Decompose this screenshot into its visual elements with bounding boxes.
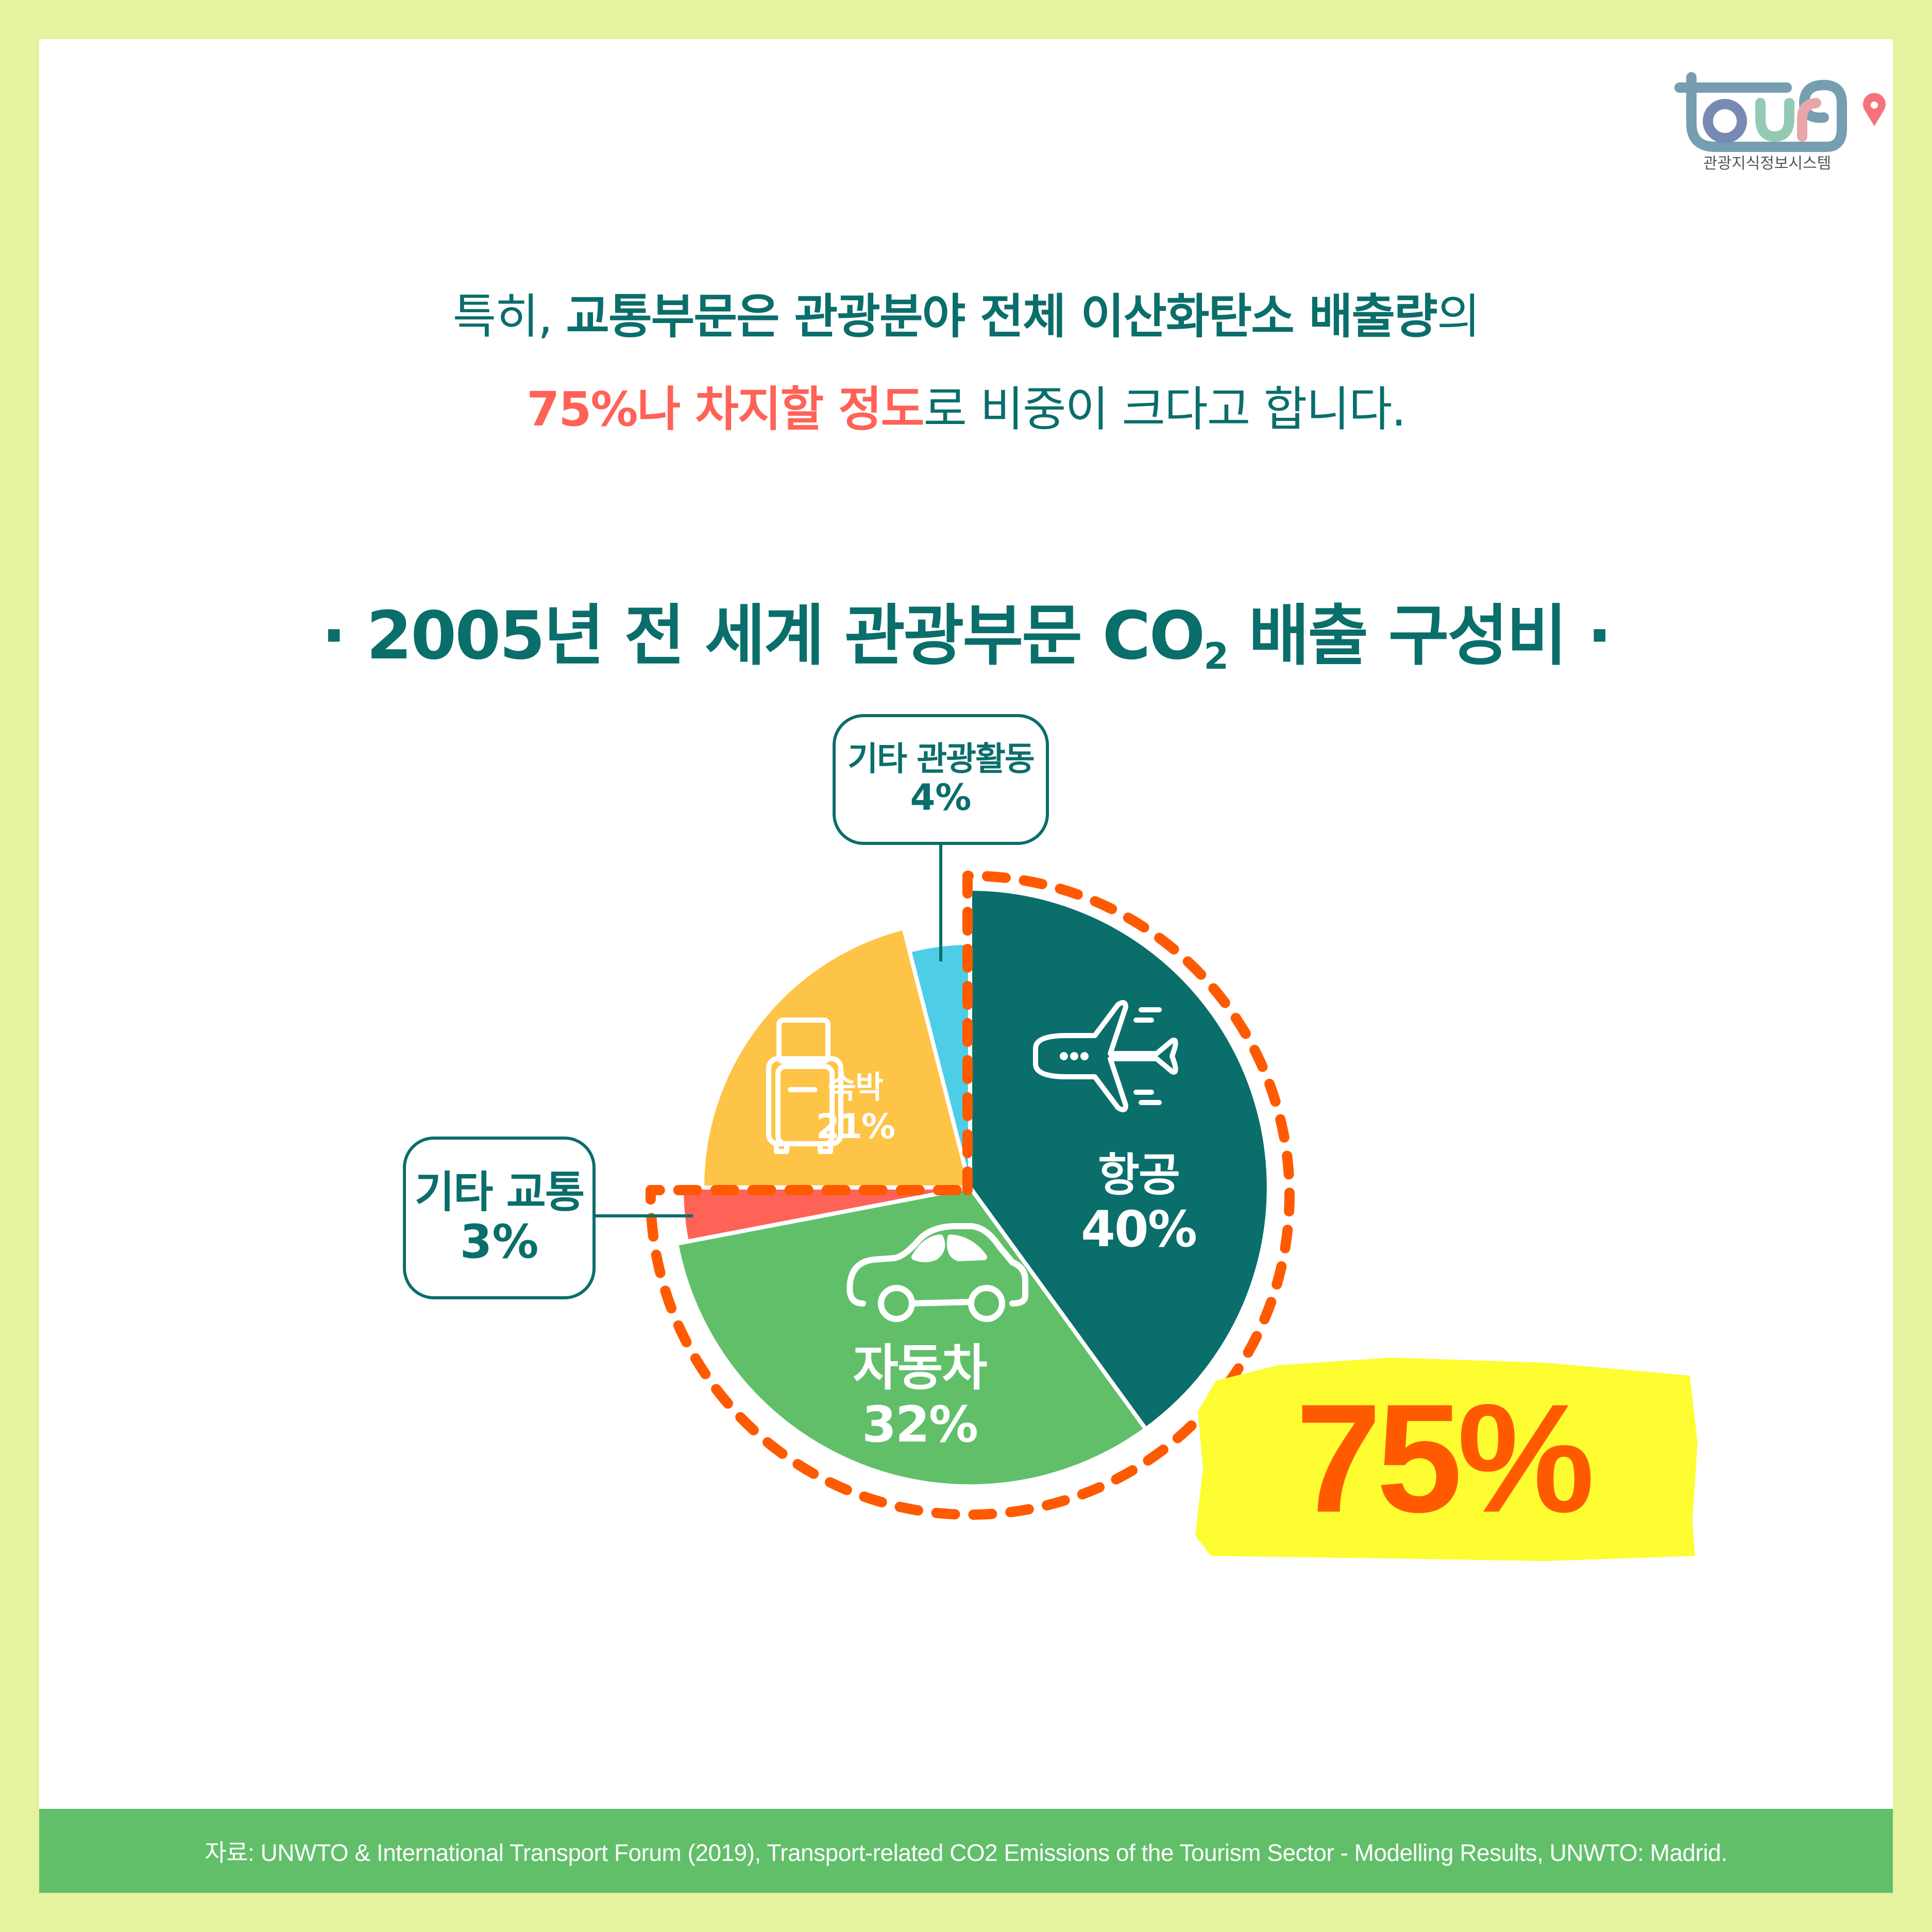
- intro-line-1: 특히, 교통부문은 관광분야 전체 이산화탄소 배출량의: [0, 278, 1932, 347]
- slice-label-lodging-value: 21%: [816, 1107, 895, 1146]
- callout-other-activity-value: 4%: [910, 776, 972, 819]
- intro-highlight-red: 75%나 차지할 정도: [527, 382, 924, 437]
- intro-text-bold: 교통부문은 관광분야 전체 이산화탄소 배출량: [566, 289, 1437, 344]
- slice-label-air-name: 항공: [1098, 1148, 1180, 1201]
- slice-label-car-value: 32%: [862, 1396, 978, 1454]
- slice-label-car-name: 자동차: [853, 1339, 988, 1397]
- intro-text-plain: 특히,: [452, 289, 566, 344]
- source-text: 자료: UNWTO & International Transport Foru…: [205, 1839, 1727, 1866]
- intro-text-tail-2: 로 비중이 크다고 합니다.: [923, 382, 1406, 437]
- airplane-icon: [1033, 1000, 1178, 1112]
- suitcase-icon: [766, 1018, 843, 1154]
- slice-label-car: 자동차 32%: [835, 1340, 1005, 1453]
- location-pin-icon: [1863, 93, 1886, 126]
- slice-label-air: 항공 40%: [1061, 1149, 1216, 1258]
- intro-text-tail: 의: [1436, 289, 1481, 344]
- highlight-75-percent: 75%: [1295, 1371, 1595, 1545]
- callout-other-transport-value: 3%: [460, 1214, 539, 1269]
- callout-other-transport-name: 기타 교통: [414, 1167, 585, 1218]
- slice-label-lodging-name: 숙박: [827, 1070, 884, 1106]
- slice-label-lodging: 숙박 21%: [814, 1069, 896, 1147]
- intro-line-2: 75%나 차지할 정도로 비중이 크다고 합니다.: [0, 371, 1932, 439]
- source-footer: 자료: UNWTO & International Transport Foru…: [39, 1809, 1893, 1893]
- chart-title-suffix: 배출 구성비 ·: [1227, 598, 1613, 674]
- logo-subtitle: 관광지식정보시스템: [1703, 155, 1832, 173]
- chart-title: · 2005년 전 세계 관광부문 CO2 배출 구성비 ·: [0, 582, 1932, 677]
- slice-car: [674, 1185, 1149, 1488]
- chart-title-prefix: · 2005년 전 세계 관광부문 CO: [321, 598, 1206, 674]
- callout-other-activity: 기타 관광활동 4%: [833, 714, 1049, 845]
- chart-title-subscript: 2: [1204, 635, 1229, 677]
- slice-label-air-value: 40%: [1081, 1200, 1197, 1259]
- highlight-dashed-outline: [645, 870, 1295, 1520]
- callout-other-activity-name: 기타 관광활동: [848, 740, 1035, 779]
- yellow-brush-highlight: [1195, 1358, 1698, 1561]
- tourg-logo: [1674, 72, 1886, 152]
- slice-air: [968, 886, 1271, 1432]
- car-icon: [846, 1223, 1028, 1322]
- callout-other-transport: 기타 교통 3%: [403, 1137, 596, 1299]
